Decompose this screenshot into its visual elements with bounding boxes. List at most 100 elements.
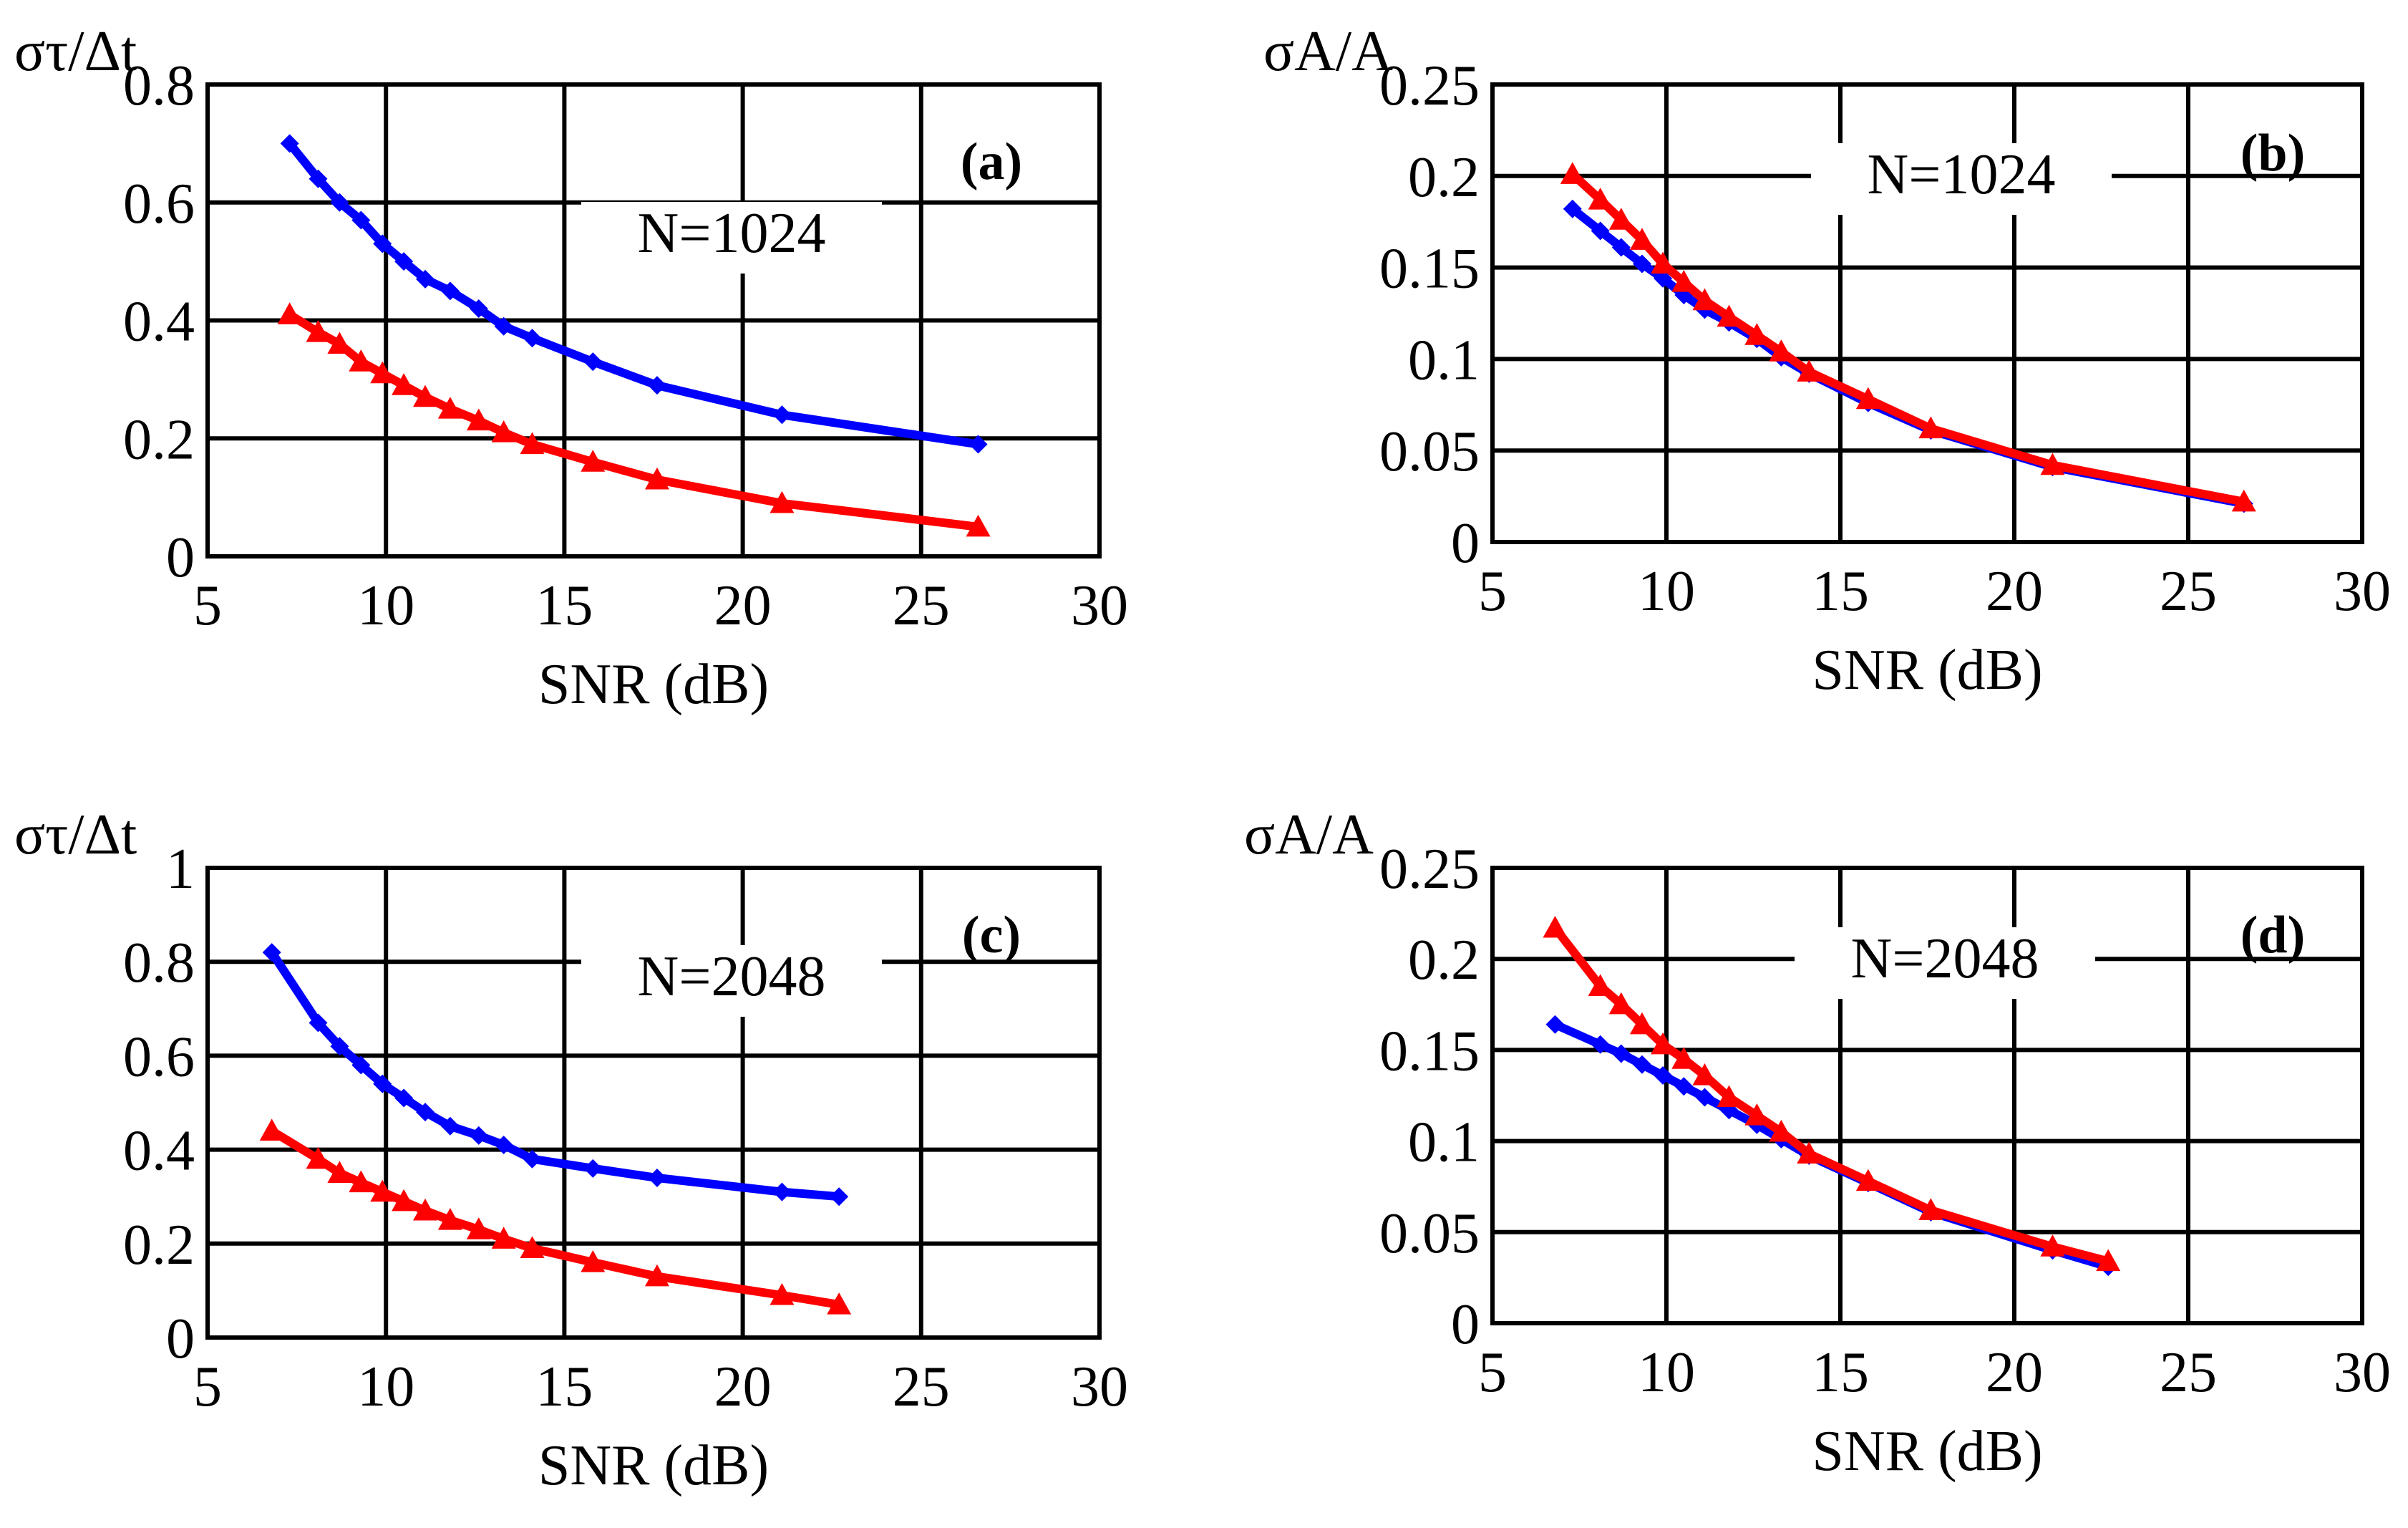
- plot-frame: [1490, 866, 2364, 1325]
- data-point-blue: [1695, 1088, 1714, 1107]
- panel-label: (d): [2240, 906, 2305, 964]
- data-point-red: [413, 1198, 438, 1221]
- x-tick-label: 25: [893, 1355, 950, 1418]
- x-tick-label: 20: [714, 574, 772, 637]
- y-tick-label: 0.2: [123, 1214, 195, 1277]
- y-tick-label: 0.4: [123, 291, 195, 354]
- x-tick-label: 5: [1478, 560, 1507, 623]
- data-point-red: [1797, 1141, 1822, 1164]
- data-point-red: [1717, 1085, 1742, 1108]
- y-tick-label: 0.8: [123, 932, 195, 995]
- data-point-red: [2231, 489, 2256, 512]
- data-point-blue: [1654, 1066, 1673, 1085]
- data-point-blue: [494, 316, 513, 336]
- data-point-red: [520, 432, 545, 455]
- panel-label: (c): [962, 906, 1021, 964]
- data-point-red: [581, 450, 606, 472]
- y-axis-label: σA/A: [1263, 20, 1393, 83]
- data-point-red: [349, 349, 374, 372]
- x-tick-label: 15: [535, 1355, 593, 1418]
- x-tick-label: 20: [1986, 1341, 2043, 1404]
- sample-size-annotation: N=2048: [1851, 927, 2039, 990]
- y-axis-label: σA/A: [1244, 803, 1374, 866]
- panel-label: (b): [2240, 124, 2305, 183]
- data-point-red: [306, 319, 331, 342]
- series-line-red: [287, 311, 979, 531]
- data-point-red: [437, 1208, 462, 1230]
- x-tick-label: 30: [1071, 574, 1128, 637]
- data-point-red: [277, 302, 302, 324]
- data-point-blue: [469, 299, 488, 319]
- data-point-blue: [772, 405, 792, 425]
- data-point-red: [1744, 1103, 1769, 1126]
- data-point-red: [2096, 1249, 2121, 1272]
- y-tick-label: 1: [166, 838, 195, 901]
- y-tick-label: 0.15: [1379, 1020, 1480, 1083]
- data-point-red: [1651, 251, 1676, 274]
- x-axis-label: SNR (dB): [538, 1434, 769, 1497]
- data-point-red: [306, 1146, 331, 1169]
- y-tick-label: 0: [1451, 512, 1480, 575]
- data-point-red: [644, 1264, 669, 1287]
- data-point-blue: [309, 169, 328, 188]
- y-tick-label: 0: [166, 526, 195, 589]
- y-axis-label: στ/Δt: [14, 803, 137, 866]
- y-tick-label: 0.1: [1408, 1111, 1480, 1174]
- x-tick-label: 5: [1478, 1341, 1507, 1404]
- data-point-blue: [416, 1103, 435, 1122]
- annotation-background: [1811, 143, 2112, 215]
- data-point-red: [392, 373, 417, 395]
- chart-panel-c: 5 10 15 20 25 30 0 0.2 0.4 0.6 0.8 1 SNR (dB) στ/Δt N=…: [14, 803, 1128, 1497]
- data-point-red: [1629, 1012, 1654, 1035]
- data-point-red: [413, 385, 438, 407]
- y-axis-label: στ/Δt: [14, 20, 137, 83]
- y-tick-label: 0: [166, 1307, 195, 1370]
- sample-size-annotation: N=2048: [638, 945, 826, 1008]
- x-tick-label: 30: [2334, 560, 2391, 623]
- data-point-blue: [647, 376, 666, 395]
- chart-panel-b: 5 10 15 20 25 30 0 0.05 0.1 0.15 0.2 0.25 SNR (dB) σA…: [1263, 20, 2391, 702]
- data-point-blue: [1591, 221, 1610, 241]
- data-point-blue: [523, 329, 542, 348]
- data-point-red: [1560, 162, 1585, 184]
- data-point-blue: [1632, 1055, 1651, 1074]
- y-tick-label: 0.05: [1379, 420, 1480, 483]
- data-point-blue: [394, 252, 414, 271]
- data-point-blue: [262, 943, 281, 962]
- data-point-blue: [583, 352, 603, 372]
- data-point-blue: [1591, 1035, 1610, 1054]
- data-point-blue: [830, 1187, 849, 1207]
- data-point-red: [392, 1189, 417, 1212]
- data-point-red: [1769, 339, 1794, 362]
- data-point-red: [1855, 387, 1880, 410]
- data-point-red: [466, 408, 491, 431]
- data-point-blue: [1632, 254, 1651, 274]
- data-point-red: [1671, 1047, 1696, 1069]
- data-point-red: [1717, 304, 1742, 327]
- data-point-red: [770, 490, 795, 513]
- data-point-blue: [772, 1182, 792, 1201]
- data-point-blue: [440, 1116, 460, 1136]
- data-point-red: [644, 467, 669, 490]
- y-tick-label: 0.6: [123, 173, 195, 236]
- panel-label: (a): [961, 132, 1022, 191]
- y-tick-label: 0.1: [1408, 329, 1480, 392]
- data-point-red: [1608, 208, 1633, 230]
- x-axis-label: SNR (dB): [538, 653, 769, 716]
- data-point-red: [2040, 453, 2065, 475]
- x-tick-label: 30: [1071, 1355, 1128, 1418]
- data-point-blue: [440, 281, 460, 301]
- data-point-red: [827, 1292, 852, 1315]
- data-point-blue: [968, 435, 988, 454]
- data-point-blue: [523, 1149, 542, 1169]
- y-tick-label: 0.15: [1379, 238, 1480, 301]
- data-point-red: [1543, 915, 1568, 938]
- data-point-red: [1918, 416, 1943, 439]
- data-point-red: [1651, 1032, 1676, 1055]
- sample-size-annotation: N=1024: [1868, 143, 2056, 206]
- y-tick-label: 0.05: [1379, 1202, 1480, 1265]
- data-point-blue: [351, 211, 371, 230]
- data-point-red: [1744, 323, 1769, 345]
- data-point-red: [1608, 992, 1633, 1015]
